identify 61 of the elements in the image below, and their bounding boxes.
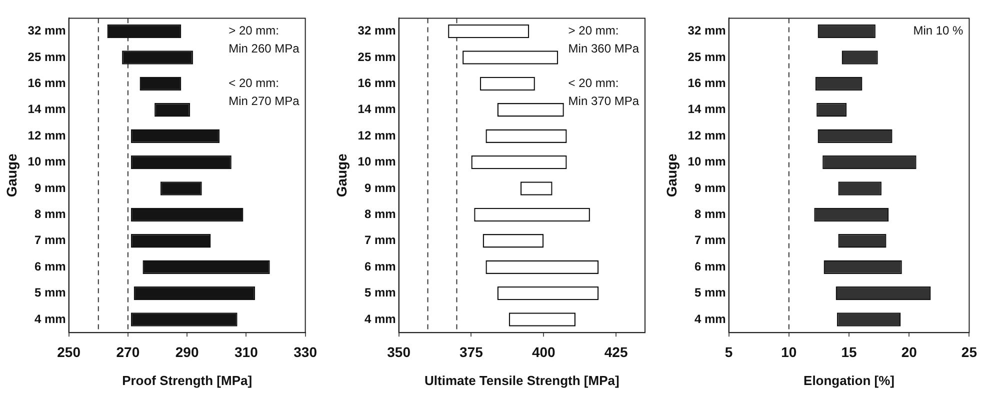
y-tick-label: 9 mm (34, 180, 66, 195)
annotation: > 20 mm: Min 260 MPa (228, 24, 300, 56)
x-tick-label: 400 (532, 344, 556, 360)
y-tick-label: 8 mm (694, 207, 726, 222)
y-tick-label: 5 mm (694, 286, 726, 300)
x-tick-label: 15 (841, 344, 858, 360)
y-tick-label: 8 mm (34, 207, 66, 222)
x-tick-label: 5 (724, 344, 733, 360)
y-tick-label: 10 mm (28, 154, 66, 169)
y-tick-label: 10 mm (358, 154, 396, 169)
y-tick-label: 32 mm (358, 24, 396, 38)
y-tick-label: 14 mm (688, 102, 726, 116)
y-tick-label: 7 mm (694, 233, 726, 248)
y-axis-title: Gauge (333, 153, 350, 198)
x-axis-title: Ultimate Tensile Strength [MPa] (424, 372, 620, 388)
y-tick-label: 8 mm (364, 207, 396, 222)
annotation: < 20 mm: Min 370 MPa (568, 76, 640, 108)
x-tick-label: 330 (294, 344, 318, 360)
y-tick-label: 25 mm (28, 50, 66, 64)
y-tick-label: 14 mm (28, 102, 66, 116)
x-tick-label: 250 (57, 344, 81, 360)
y-axis-title: Gauge (3, 153, 20, 198)
annotation: Min 10 % (913, 24, 964, 38)
x-tick-label: 20 (901, 344, 918, 360)
y-tick-label: 12 mm (358, 128, 396, 142)
y-tick-label: 25 mm (688, 50, 726, 64)
x-tick-label: 375 (460, 344, 484, 360)
y-tick-label: 32 mm (688, 24, 726, 38)
y-axis-title: Gauge (663, 153, 680, 198)
y-tick-label: 6 mm (694, 259, 726, 274)
y-tick-label: 5 mm (34, 286, 66, 300)
y-tick-label: 4 mm (34, 312, 66, 326)
y-tick-label: 32 mm (28, 24, 66, 38)
x-axis-title: Elongation [%] (804, 372, 895, 388)
y-tick-label: 4 mm (694, 312, 726, 326)
y-tick-label: 12 mm (28, 128, 66, 142)
x-axis-title: Proof Strength [MPa] (122, 372, 252, 388)
y-tick-label: 16 mm (28, 76, 66, 90)
y-tick-label: 9 mm (694, 180, 726, 195)
x-tick-label: 270 (116, 344, 140, 360)
y-tick-label: 10 mm (688, 154, 726, 169)
y-tick-label: 16 mm (688, 76, 726, 90)
y-tick-label: 5 mm (364, 286, 396, 300)
x-tick-label: 350 (387, 344, 411, 360)
y-tick-label: 25 mm (358, 50, 396, 64)
x-tick-label: 25 (961, 344, 978, 360)
y-tick-label: 14 mm (358, 102, 396, 116)
x-tick-label: 425 (604, 344, 628, 360)
x-tick-label: 10 (781, 344, 797, 360)
annotation: < 20 mm: Min 270 MPa (228, 76, 300, 108)
y-tick-label: 7 mm (34, 233, 66, 248)
annotation: > 20 mm: Min 360 MPa (568, 24, 640, 56)
x-tick-label: 310 (234, 344, 258, 360)
y-tick-label: 16 mm (358, 76, 396, 90)
y-tick-label: 7 mm (364, 233, 396, 248)
y-tick-label: 6 mm (34, 259, 66, 274)
x-tick-label: 290 (175, 344, 199, 360)
y-tick-label: 12 mm (688, 128, 726, 142)
y-tick-label: 9 mm (364, 180, 396, 195)
y-tick-label: 6 mm (364, 259, 396, 274)
y-tick-label: 4 mm (364, 312, 396, 326)
